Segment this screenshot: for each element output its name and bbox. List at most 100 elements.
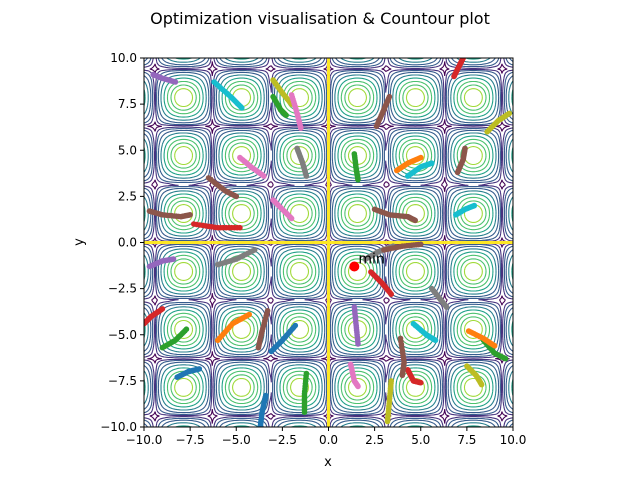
trajectory-11 xyxy=(205,175,240,200)
trajectory-point xyxy=(298,125,304,131)
trajectory-point xyxy=(478,381,485,388)
trajectory-17 xyxy=(268,322,299,355)
trajectory-42 xyxy=(465,328,498,349)
trajectory-37 xyxy=(484,110,513,135)
trajectory-point xyxy=(399,372,406,379)
trajectory-point xyxy=(388,291,395,298)
trajectory-9 xyxy=(211,79,245,111)
minimum-marker xyxy=(349,261,360,272)
trajectory-point xyxy=(355,383,361,390)
x-tick-label: −2.5 xyxy=(268,433,297,447)
y-tick-label: 10.0 xyxy=(110,51,137,65)
trajectory-point xyxy=(506,110,513,117)
trajectory-point xyxy=(283,112,289,118)
trajectory-3 xyxy=(144,306,166,327)
y-tick-label: −7.5 xyxy=(108,374,137,388)
ridge-lines xyxy=(144,58,513,427)
trajectory-point xyxy=(172,79,179,85)
trajectory-point xyxy=(355,341,361,347)
trajectory-point xyxy=(170,256,177,262)
trajectory-23 xyxy=(351,151,361,183)
trajectory-16 xyxy=(270,93,289,118)
trajectory-33 xyxy=(397,335,407,379)
trajectory-point xyxy=(246,311,252,318)
trajectory-34 xyxy=(384,378,395,425)
trajectory-point xyxy=(196,366,203,372)
trajectory-point xyxy=(301,409,308,416)
y-tick-label: 5.0 xyxy=(118,143,137,157)
trajectory-point xyxy=(432,337,439,344)
trajectory-10 xyxy=(191,221,243,231)
trajectory-12 xyxy=(150,71,179,85)
y-tick-label: −2.5 xyxy=(108,282,137,296)
y-axis-ticks: −10.0 −7.5 −5.0 −2.5 0.0 2.5 5.0 7.5 10.0 xyxy=(100,51,144,434)
minimum-group: min xyxy=(349,251,385,272)
trajectory-point xyxy=(418,241,424,248)
x-axis-ticks: −10.0 −7.5 −5.0 −2.5 0.0 2.5 5.0 7.5 10.0 xyxy=(126,427,526,447)
trajectory-point xyxy=(384,418,391,425)
trajectory-13 xyxy=(270,197,295,222)
y-axis-label: y xyxy=(72,238,87,246)
trajectory-15 xyxy=(288,92,304,131)
x-tick-label: 5.0 xyxy=(411,433,430,447)
trajectory-7 xyxy=(215,247,258,268)
trajectory-20 xyxy=(301,370,310,416)
trajectory-point xyxy=(187,212,193,218)
trajectory-point xyxy=(462,145,468,152)
trajectory-30 xyxy=(405,160,435,179)
contour-level-2 xyxy=(144,58,513,427)
x-tick-label: −7.5 xyxy=(176,433,205,447)
trajectory-point xyxy=(261,173,267,179)
trajectory-point xyxy=(355,177,361,183)
trajectory-40 xyxy=(464,363,485,388)
trajectory-21 xyxy=(351,304,361,347)
trajectory-28 xyxy=(373,93,393,130)
trajectory-point xyxy=(251,247,258,253)
trajectory-19 xyxy=(257,392,269,427)
trajectory-point xyxy=(491,343,498,349)
trajectory-point xyxy=(443,304,450,310)
trajectory-2 xyxy=(159,326,190,351)
trajectory-27 xyxy=(368,269,395,298)
trajectory-point xyxy=(418,154,424,161)
y-tick-label: 7.5 xyxy=(118,97,137,111)
trajectory-point xyxy=(288,215,295,222)
trajectory-4 xyxy=(146,256,177,270)
x-tick-label: 7.5 xyxy=(457,433,476,447)
trajectory-6 xyxy=(237,154,267,179)
trajectory-point xyxy=(183,326,190,333)
trajectory-24 xyxy=(371,206,419,224)
y-tick-label: −10.0 xyxy=(100,420,137,434)
trajectory-point xyxy=(255,344,262,351)
x-tick-label: 2.5 xyxy=(365,433,384,447)
trajectory-38 xyxy=(451,58,466,80)
trajectory-36 xyxy=(453,202,478,218)
contour-level-3 xyxy=(144,58,513,427)
trajectory-point xyxy=(233,193,240,200)
trajectory-point xyxy=(303,173,310,179)
trajectory-point xyxy=(386,93,393,100)
trajectory-31 xyxy=(410,320,439,344)
x-tick-label: −5.0 xyxy=(222,433,251,447)
x-tick-label: 0.0 xyxy=(319,433,338,447)
y-tick-label: 0.0 xyxy=(118,236,137,250)
trajectory-1 xyxy=(215,311,252,344)
trajectory-point xyxy=(237,224,243,231)
trajectory-14 xyxy=(294,145,310,179)
trajectory-point xyxy=(471,202,478,209)
trajectory-point xyxy=(460,58,466,61)
x-tick-label: −10.0 xyxy=(126,433,163,447)
trajectory-point xyxy=(502,355,509,362)
trajectory-22 xyxy=(347,361,361,390)
trajectory-point xyxy=(429,160,435,166)
trajectory-35 xyxy=(454,145,468,176)
trajectory-5 xyxy=(146,208,193,220)
chart-title: Optimization visualisation & Countour pl… xyxy=(150,9,490,28)
trajectory-point xyxy=(268,348,275,355)
trajectories xyxy=(144,58,513,427)
trajectory-point xyxy=(257,424,263,427)
trajectory-39 xyxy=(429,285,450,310)
trajectory-32 xyxy=(405,367,424,386)
x-axis-label: x xyxy=(324,455,332,470)
